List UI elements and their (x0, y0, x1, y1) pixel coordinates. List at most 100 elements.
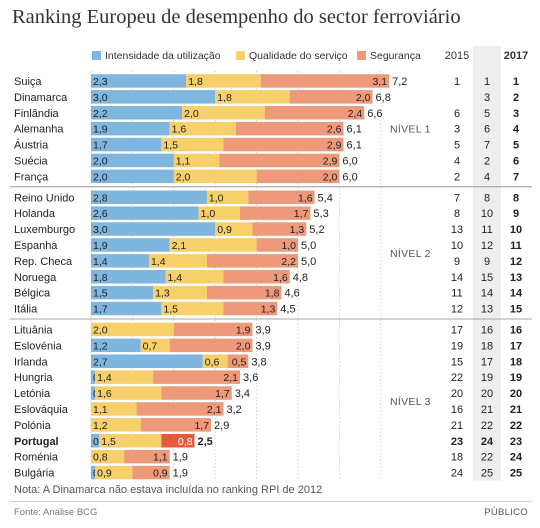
segment-value-label: 1,0 (209, 192, 224, 204)
segment-value-label: 1,6 (298, 192, 313, 204)
rank-value: 1 (484, 76, 490, 88)
total-value-label: 2,5 (198, 436, 213, 448)
segment-value-label: 1,4 (93, 256, 108, 268)
rank-value: 22 (481, 420, 493, 432)
segment-value-label: 0,7 (143, 340, 158, 352)
total-value-label: 4,5 (280, 304, 295, 316)
segment-value-label: 1,2 (93, 420, 108, 432)
bar-segment (153, 285, 207, 300)
bar-segment (91, 418, 141, 432)
group-level-label: NÍVEL 3 (390, 395, 431, 408)
segment-value-label: 2,8 (93, 192, 108, 204)
legend-swatch (357, 51, 366, 60)
rank-value: 24 (451, 468, 463, 480)
bar-segment (240, 206, 311, 220)
segment-value-label: 1,4 (151, 256, 166, 268)
segment-value-label: 2,2 (281, 256, 296, 268)
bar-segment (223, 137, 344, 152)
segment-value-label: 1,3 (290, 224, 305, 236)
bar-segment (235, 121, 344, 136)
segment-value-label: 3,0 (93, 224, 108, 236)
rank-value: 16 (481, 324, 493, 336)
bar-segment (95, 386, 162, 400)
segment-value-label: 1,5 (93, 288, 108, 300)
segment-value-label: 1,1 (153, 452, 168, 464)
country-label: Dinamarca (14, 92, 68, 104)
rank-value: 5 (454, 140, 460, 152)
segment-value-label: 0,8 (178, 436, 193, 448)
bar-segment (182, 106, 265, 120)
footer-divider (10, 501, 532, 502)
rank-value: 17 (481, 356, 493, 368)
bar-segment (153, 370, 241, 384)
total-value-label: 6,0 (342, 171, 357, 183)
country-label: Holanda (14, 208, 56, 220)
bar-segment (91, 338, 141, 353)
segment-value-label: 0,8 (93, 452, 108, 464)
bar-segment (206, 190, 249, 204)
rank-value: 22 (481, 452, 493, 464)
bar-segment (173, 169, 257, 184)
country-label: Luxemburgo (14, 224, 75, 236)
bar-segment (95, 465, 133, 480)
total-value-label: 3,2 (226, 404, 241, 416)
rank-value: 4 (454, 155, 460, 167)
segment-value-label: 1,1 (176, 155, 191, 167)
bar-segment (252, 222, 307, 236)
bar-segment (91, 386, 96, 400)
country-label: Suécia (14, 155, 49, 167)
bar-segment (256, 169, 340, 184)
segment-value-label: 1,7 (93, 140, 108, 152)
rank-value: 8 (513, 192, 519, 204)
bar-segment (91, 402, 137, 416)
source-credit: Fonte: Análise BCG (14, 507, 98, 518)
country-label: Itália (14, 304, 38, 316)
bar-segment (223, 301, 278, 316)
segment-value-label: 0,9 (217, 224, 232, 236)
footnote: Nota: A Dinamarca não estava incluída no… (14, 484, 323, 496)
rank-value: 2 (454, 171, 460, 183)
country-label: Lituânia (14, 324, 53, 336)
rank-value: 16 (451, 404, 463, 416)
bar-segment (91, 285, 154, 300)
rank-value: 6 (484, 124, 490, 136)
segment-value-label: 2,9 (327, 140, 342, 152)
country-label: Bulgária (14, 468, 55, 480)
segment-value-label: 1,4 (97, 372, 112, 384)
total-value-label: 6,6 (367, 108, 382, 120)
segment-value-label: 3,0 (93, 92, 108, 104)
bar-segment (227, 354, 249, 368)
rank-value: 13 (510, 272, 522, 284)
total-value-label: 3,8 (251, 356, 266, 368)
total-value-label: 5,0 (301, 256, 316, 268)
group-level-label: NÍVEL 2 (390, 247, 431, 260)
rank-value: 7 (513, 171, 519, 183)
segment-value-label: 1,7 (194, 420, 209, 432)
segment-value-label: 1,8 (217, 92, 232, 104)
segment-value-label: 2,0 (93, 171, 108, 183)
bar-segment (91, 354, 203, 368)
segment-value-label: 1,8 (188, 76, 203, 88)
segment-value-label: 1,8 (265, 288, 280, 300)
rank-value: 24 (481, 436, 494, 448)
rank-value: 18 (510, 356, 522, 368)
total-value-label: 5,2 (309, 224, 324, 236)
country-label: Hungria (14, 372, 53, 384)
segment-value-label: 0,9 (153, 468, 168, 480)
total-value-label: 3,4 (235, 388, 250, 400)
rank-value: 22 (451, 372, 463, 384)
publisher-credit: PÚBLICO (484, 507, 528, 518)
bar-segment (91, 74, 187, 88)
country-label: Rep. Checa (14, 256, 73, 268)
segment-value-label: 1,0 (201, 208, 216, 220)
total-value-label: 3,6 (243, 372, 258, 384)
rank-value: 15 (510, 304, 522, 316)
bar-segment (202, 354, 228, 368)
segment-value-label: 1,9 (236, 324, 251, 336)
total-value-label: 3,9 (255, 324, 270, 336)
segment-value-label: 1,3 (261, 304, 276, 316)
country-label: Roménia (14, 452, 59, 464)
segment-value-label: 1,7 (215, 388, 230, 400)
segment-value-label: 2,0 (356, 92, 371, 104)
